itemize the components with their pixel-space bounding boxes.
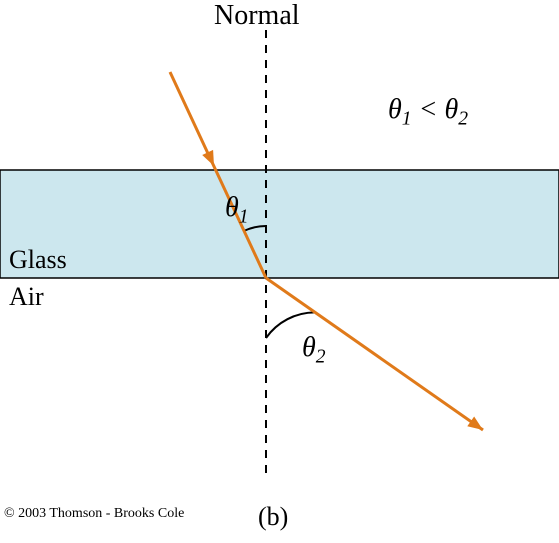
inequality-label: θ1 < θ2 [388,94,468,131]
figure-id: (b) [258,502,288,532]
diagram-svg [0,0,559,543]
incident-arrowhead-icon [202,150,219,169]
medium2-label: Air [9,282,44,312]
normal-label: Normal [214,0,300,32]
medium1-label: Glass [9,245,67,275]
glass-region [0,170,559,278]
theta2-label: θ2 [302,332,326,369]
copyright-text: © 2003 Thomson - Brooks Cole [4,506,184,522]
refracted-ray [266,278,483,430]
theta1-label: θ1 [225,192,249,229]
refraction-diagram: Normal θ1 < θ2 θ1 Glass Air θ2 © 2003 Th… [0,0,559,543]
